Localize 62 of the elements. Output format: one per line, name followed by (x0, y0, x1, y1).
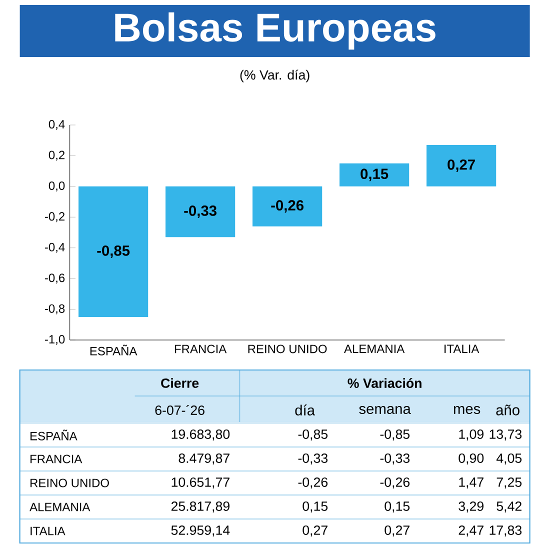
text: -0,33 (298, 453, 328, 465)
text: REINO UNIDO (30, 478, 110, 488)
text: 0,27 (302, 525, 328, 537)
y-tick-label: -0,6 (45, 274, 65, 284)
text: -0,26 (380, 477, 410, 489)
bar (166, 186, 236, 238)
chart-title: Bolsas Europeas (115, 12, 436, 50)
y-tick-label: -0,4 (45, 242, 65, 253)
text: 10.651,77 (172, 477, 230, 489)
text: 7,25 (496, 477, 522, 489)
text: año (496, 404, 520, 416)
x-tick-label: REINO UNIDO (248, 344, 327, 354)
x-tick-label: ALEMANIA (344, 344, 405, 353)
y-tick-label: 0,2 (48, 150, 65, 161)
y-tick-label: -0,2 (45, 212, 65, 222)
text: 0,15 (384, 501, 410, 513)
text: mes (454, 406, 480, 414)
x-tick-label: ITALIA (444, 344, 480, 353)
text: 3,29 (458, 501, 484, 513)
text: semana (359, 406, 411, 414)
y-tick-label: -0,8 (45, 304, 65, 314)
text: ALEMANIA (30, 502, 90, 512)
data-label: -0,33 (184, 206, 217, 218)
y-tick-label: 0,0 (48, 181, 65, 192)
bar (252, 186, 322, 226)
text: -0,33 (380, 453, 410, 465)
text: 19.683,80 (172, 429, 230, 441)
text: 2,47 (458, 525, 484, 537)
bar (340, 163, 410, 186)
text: -0,85 (298, 429, 328, 441)
text: 0,90 (458, 453, 484, 465)
text: 13,73 (490, 429, 522, 441)
x-tick-label: FRANCIA (175, 344, 227, 354)
text: % Variación (348, 378, 422, 388)
text: 52.959,14 (171, 525, 230, 537)
data-label: -0,26 (271, 200, 304, 213)
text: 1,47 (459, 478, 484, 488)
text: 0,27 (384, 525, 410, 537)
data-label: 0,27 (448, 159, 476, 172)
text: 0,15 (302, 501, 328, 513)
text: 1,09 (459, 429, 484, 441)
data-label: -0,85 (97, 245, 130, 258)
y-tick-label: 0,4 (48, 120, 65, 130)
text: FRANCIA (30, 454, 82, 464)
chart-subtitle: (% Var. día) (240, 70, 310, 82)
text: ESPAÑA (30, 430, 78, 440)
text: -0,85 (380, 429, 410, 441)
text: ITALIA (30, 526, 66, 536)
data-label: 0,15 (360, 168, 388, 182)
bar (426, 144, 496, 186)
text: Cierre (161, 378, 199, 388)
text: -0,26 (298, 477, 328, 489)
bar (78, 186, 148, 317)
text: 17,83 (490, 525, 522, 537)
x-tick-label: ESPAÑA (90, 344, 138, 356)
text: 6-07-´26 (155, 405, 205, 415)
text: 5,42 (496, 501, 522, 513)
text: 25.817,89 (172, 501, 230, 513)
text: día (295, 404, 316, 416)
y-tick-label: -1,0 (45, 335, 65, 345)
text: 8.479,87 (178, 453, 230, 465)
text: 4,05 (496, 453, 522, 465)
